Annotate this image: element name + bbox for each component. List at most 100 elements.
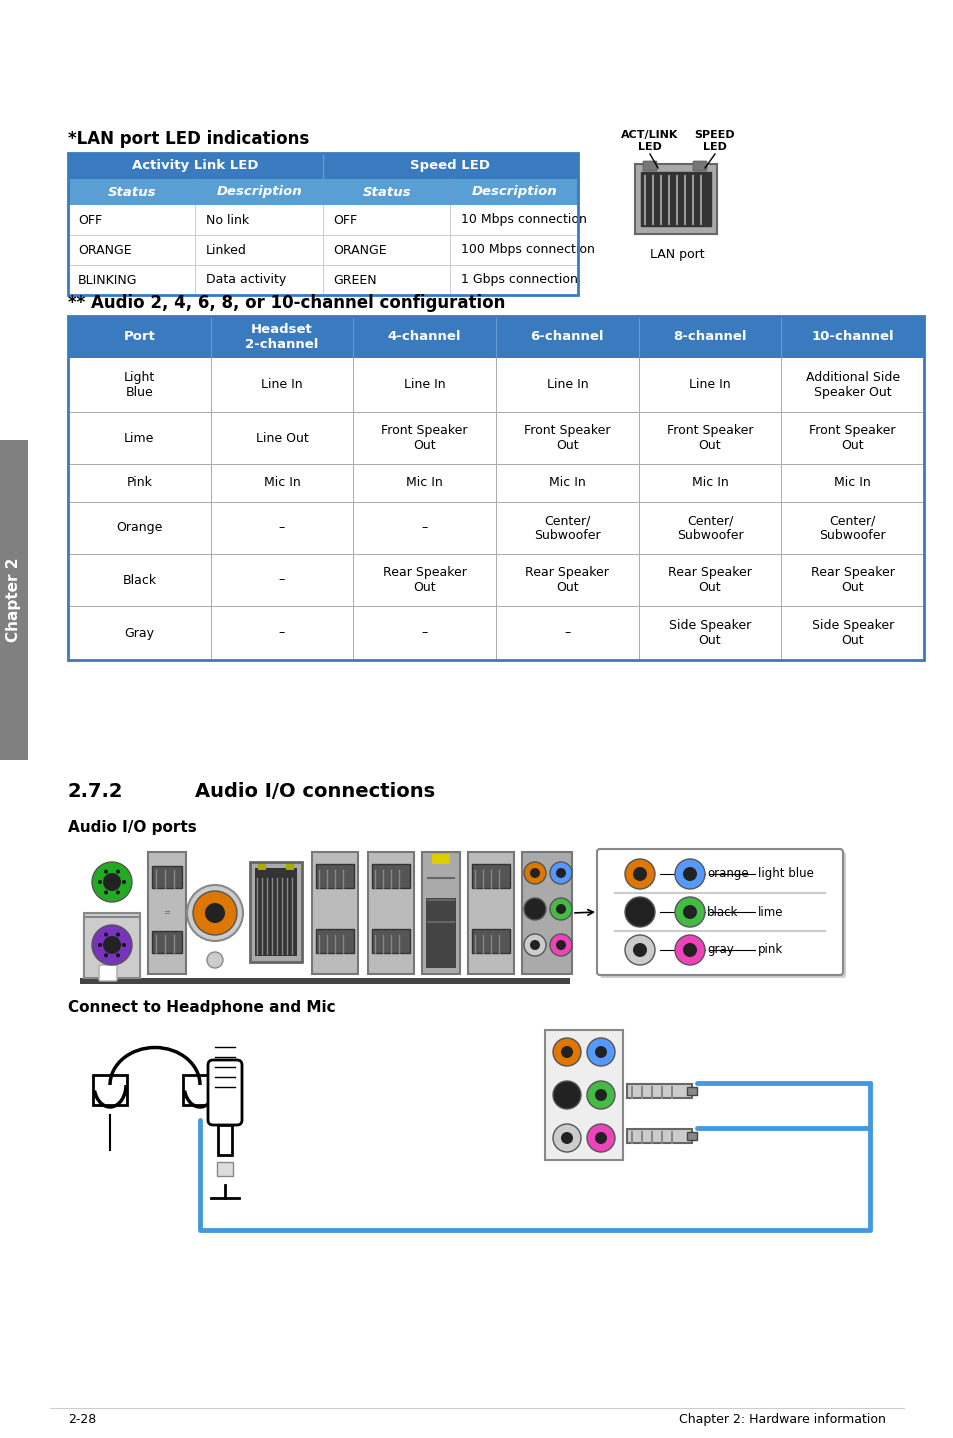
Text: Status: Status — [108, 186, 156, 198]
Text: OFF: OFF — [78, 213, 102, 227]
Circle shape — [595, 1045, 606, 1058]
Text: Linked: Linked — [206, 243, 246, 256]
Text: Activity Link LED: Activity Link LED — [132, 160, 258, 173]
Text: Port: Port — [123, 331, 155, 344]
Text: 2-28: 2-28 — [68, 1414, 96, 1426]
FancyBboxPatch shape — [68, 358, 923, 413]
Text: 6-channel: 6-channel — [530, 331, 603, 344]
Text: LED: LED — [638, 142, 661, 152]
Circle shape — [675, 935, 704, 965]
Circle shape — [624, 897, 655, 928]
Circle shape — [116, 890, 120, 894]
Text: Line In: Line In — [546, 378, 588, 391]
Circle shape — [116, 953, 120, 958]
Circle shape — [98, 880, 102, 884]
FancyBboxPatch shape — [468, 851, 514, 974]
Circle shape — [586, 1038, 615, 1066]
Text: Mic In: Mic In — [834, 476, 870, 489]
Circle shape — [550, 935, 572, 956]
Text: 10 Mbps connection: 10 Mbps connection — [460, 213, 586, 227]
Text: Description: Description — [216, 186, 302, 198]
Circle shape — [553, 1125, 580, 1152]
Text: Side Speaker
Out: Side Speaker Out — [811, 618, 893, 647]
FancyBboxPatch shape — [218, 1125, 232, 1155]
Text: –: – — [278, 627, 285, 640]
FancyBboxPatch shape — [216, 1162, 233, 1176]
Circle shape — [560, 1089, 573, 1102]
Text: –: – — [278, 574, 285, 587]
Text: *LAN port LED indications: *LAN port LED indications — [68, 129, 309, 148]
Circle shape — [98, 943, 102, 948]
Circle shape — [556, 905, 565, 915]
Circle shape — [550, 861, 572, 884]
FancyBboxPatch shape — [426, 897, 456, 968]
Circle shape — [122, 943, 126, 948]
Circle shape — [523, 897, 545, 920]
Circle shape — [633, 867, 646, 881]
Circle shape — [116, 933, 120, 936]
Text: Mic In: Mic In — [406, 476, 442, 489]
FancyBboxPatch shape — [68, 554, 923, 605]
Circle shape — [523, 935, 545, 956]
FancyBboxPatch shape — [315, 864, 354, 889]
Text: Chapter 2: Hardware information: Chapter 2: Hardware information — [679, 1414, 885, 1426]
FancyBboxPatch shape — [68, 265, 578, 295]
Text: LAN port: LAN port — [649, 247, 703, 262]
Circle shape — [633, 943, 646, 958]
Circle shape — [595, 1089, 606, 1102]
Circle shape — [103, 936, 121, 953]
Text: Side Speaker
Out: Side Speaker Out — [668, 618, 750, 647]
FancyBboxPatch shape — [635, 164, 717, 234]
FancyBboxPatch shape — [183, 1076, 216, 1104]
FancyBboxPatch shape — [208, 1060, 242, 1125]
Text: Description: Description — [471, 186, 557, 198]
Circle shape — [624, 858, 655, 889]
FancyBboxPatch shape — [68, 413, 923, 464]
FancyBboxPatch shape — [0, 440, 28, 761]
Text: –: – — [563, 627, 570, 640]
FancyBboxPatch shape — [257, 864, 266, 870]
FancyBboxPatch shape — [68, 152, 578, 178]
Text: Center/
Subwoofer: Center/ Subwoofer — [819, 513, 885, 542]
Text: Audio I/O connections: Audio I/O connections — [194, 782, 435, 801]
Text: Line In: Line In — [688, 378, 730, 391]
FancyBboxPatch shape — [68, 234, 578, 265]
FancyBboxPatch shape — [372, 864, 410, 889]
Circle shape — [193, 892, 236, 935]
Text: Light
Blue: Light Blue — [124, 371, 154, 398]
Circle shape — [560, 1132, 573, 1145]
Text: Rear Speaker
Out: Rear Speaker Out — [382, 567, 466, 594]
Text: Audio I/O ports: Audio I/O ports — [68, 820, 196, 835]
Text: No link: No link — [206, 213, 249, 227]
Text: 100 Mbps connection: 100 Mbps connection — [460, 243, 594, 256]
Text: Lime: Lime — [124, 431, 154, 444]
FancyBboxPatch shape — [472, 864, 510, 889]
Circle shape — [586, 1081, 615, 1109]
FancyBboxPatch shape — [92, 1076, 127, 1104]
FancyBboxPatch shape — [372, 929, 410, 953]
Circle shape — [586, 1125, 615, 1152]
FancyBboxPatch shape — [250, 861, 302, 962]
Circle shape — [675, 897, 704, 928]
Text: Mic In: Mic In — [263, 476, 300, 489]
Text: orange: orange — [706, 867, 748, 880]
Text: black: black — [706, 906, 738, 919]
FancyBboxPatch shape — [640, 173, 710, 226]
Text: ORANGE: ORANGE — [333, 243, 386, 256]
Text: =: = — [163, 909, 171, 917]
FancyBboxPatch shape — [686, 1087, 697, 1094]
Text: Front Speaker
Out: Front Speaker Out — [666, 424, 753, 452]
FancyBboxPatch shape — [84, 913, 140, 974]
Circle shape — [122, 880, 126, 884]
Circle shape — [104, 890, 108, 894]
Text: Rear Speaker
Out: Rear Speaker Out — [525, 567, 609, 594]
Circle shape — [530, 905, 539, 915]
Circle shape — [675, 858, 704, 889]
Text: OFF: OFF — [333, 213, 357, 227]
Circle shape — [207, 952, 223, 968]
FancyBboxPatch shape — [68, 316, 923, 358]
Text: 2.7.2: 2.7.2 — [68, 782, 123, 801]
FancyBboxPatch shape — [68, 605, 923, 660]
Circle shape — [682, 905, 697, 919]
Text: Mic In: Mic In — [691, 476, 727, 489]
